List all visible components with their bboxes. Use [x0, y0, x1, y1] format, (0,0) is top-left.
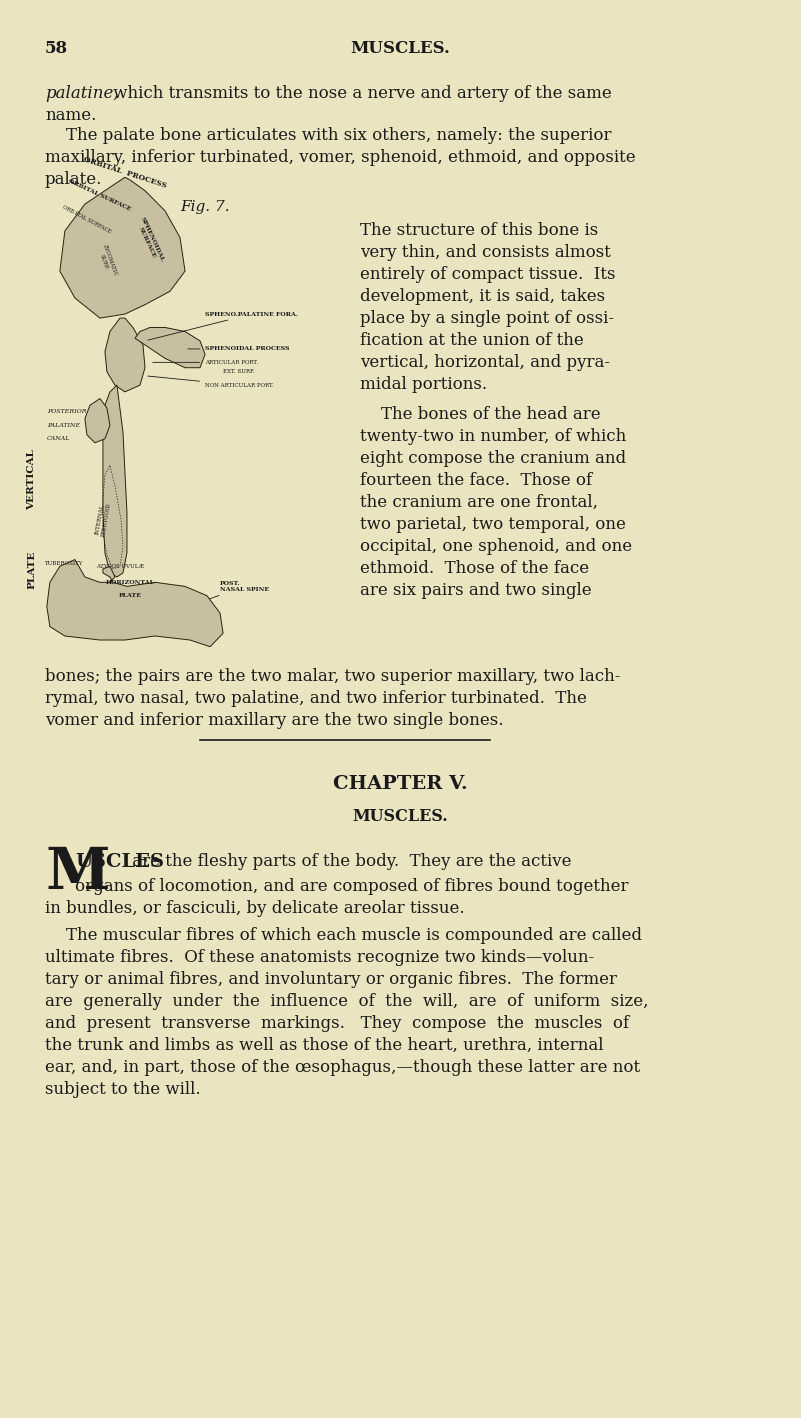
- Text: are  generally  under  the  influence  of  the  will,  are  of  uniform  size,: are generally under the influence of the…: [45, 993, 649, 1010]
- Text: are the fleshy parts of the body.  They are the active: are the fleshy parts of the body. They a…: [127, 854, 571, 871]
- Text: CANAL: CANAL: [46, 437, 70, 441]
- Text: ORB ITAL SURFACE: ORB ITAL SURFACE: [62, 204, 112, 234]
- Text: palate.: palate.: [45, 172, 103, 189]
- Text: INTERNAL
PTERYGOID: INTERNAL PTERYGOID: [95, 502, 111, 537]
- Text: ear, and, in part, those of the œsophagus,—though these latter are not: ear, and, in part, those of the œsophagu…: [45, 1059, 640, 1076]
- Text: USCLES: USCLES: [75, 854, 164, 871]
- Text: eight compose the cranium and: eight compose the cranium and: [360, 450, 626, 467]
- Text: POSTERIOR: POSTERIOR: [46, 410, 87, 414]
- Text: palatine,: palatine,: [45, 85, 119, 102]
- Text: name.: name.: [45, 106, 96, 123]
- Text: entirely of compact tissue.  Its: entirely of compact tissue. Its: [360, 267, 615, 284]
- Polygon shape: [105, 318, 145, 391]
- Text: fication at the union of the: fication at the union of the: [360, 332, 584, 349]
- Text: organs of locomotion, and are composed of fibres bound together: organs of locomotion, and are composed o…: [75, 878, 629, 895]
- Text: maxillary, inferior turbinated, vomer, sphenoid, ethmoid, and opposite: maxillary, inferior turbinated, vomer, s…: [45, 149, 636, 166]
- Text: PLATE: PLATE: [27, 550, 37, 590]
- Text: MUSCLES.: MUSCLES.: [350, 40, 450, 57]
- Polygon shape: [135, 328, 205, 367]
- Text: SPHENOIDAL PROCESS: SPHENOIDAL PROCESS: [187, 346, 289, 352]
- Text: PLATE: PLATE: [119, 593, 142, 598]
- Text: and  present  transverse  markings.   They  compose  the  muscles  of: and present transverse markings. They co…: [45, 1015, 629, 1032]
- Text: occipital, one sphenoid, and one: occipital, one sphenoid, and one: [360, 537, 632, 554]
- Text: The bones of the head are: The bones of the head are: [360, 406, 601, 423]
- Text: MUSCLES.: MUSCLES.: [352, 808, 448, 825]
- Text: the trunk and limbs as well as those of the heart, urethra, internal: the trunk and limbs as well as those of …: [45, 1037, 603, 1054]
- Text: CHAPTER V.: CHAPTER V.: [332, 776, 467, 793]
- Polygon shape: [60, 177, 185, 318]
- Text: ORBITAL SURFACE: ORBITAL SURFACE: [68, 179, 132, 211]
- Text: fourteen the face.  Those of: fourteen the face. Those of: [360, 472, 592, 489]
- Text: ORBITAL  PROCESS: ORBITAL PROCESS: [83, 156, 167, 190]
- Text: SPHENOIDAL
SURFACE: SPHENOIDAL SURFACE: [135, 217, 165, 265]
- Text: which transmits to the nose a nerve and artery of the same: which transmits to the nose a nerve and …: [108, 85, 612, 102]
- Text: Fig. 7.: Fig. 7.: [180, 200, 230, 214]
- Text: two parietal, two temporal, one: two parietal, two temporal, one: [360, 516, 626, 533]
- Text: 58: 58: [45, 40, 68, 57]
- Text: ARTICULAR PORT.: ARTICULAR PORT.: [153, 360, 258, 364]
- Text: The structure of this bone is: The structure of this bone is: [360, 223, 598, 240]
- Text: M: M: [45, 845, 110, 900]
- Text: The palate bone articulates with six others, namely: the superior: The palate bone articulates with six oth…: [45, 128, 611, 145]
- Text: the cranium are one frontal,: the cranium are one frontal,: [360, 493, 598, 510]
- Text: subject to the will.: subject to the will.: [45, 1081, 200, 1098]
- Text: very thin, and consists almost: very thin, and consists almost: [360, 244, 611, 261]
- Text: EXT. SURF.: EXT. SURF.: [223, 369, 255, 374]
- Text: place by a single point of ossi-: place by a single point of ossi-: [360, 311, 614, 328]
- Text: twenty-two in number, of which: twenty-two in number, of which: [360, 428, 626, 445]
- Text: are six pairs and two single: are six pairs and two single: [360, 581, 592, 598]
- Text: midal portions.: midal portions.: [360, 376, 487, 393]
- Text: PALATINE: PALATINE: [46, 423, 80, 428]
- Text: AZYCOS UVULÆ: AZYCOS UVULÆ: [96, 564, 144, 569]
- Text: vertical, horizontal, and pyra-: vertical, horizontal, and pyra-: [360, 354, 610, 372]
- Text: rymal, two nasal, two palatine, and two inferior turbinated.  The: rymal, two nasal, two palatine, and two …: [45, 691, 587, 708]
- Text: in bundles, or fasciculi, by delicate areolar tissue.: in bundles, or fasciculi, by delicate ar…: [45, 900, 465, 917]
- Text: vomer and inferior maxillary are the two single bones.: vomer and inferior maxillary are the two…: [45, 712, 504, 729]
- Text: ultimate fibres.  Of these anatomists recognize two kinds—volun-: ultimate fibres. Of these anatomists rec…: [45, 949, 594, 966]
- Text: development, it is said, takes: development, it is said, takes: [360, 288, 605, 305]
- Text: TUBEROSITY: TUBEROSITY: [44, 562, 82, 566]
- Text: POST.
NASAL SPINE: POST. NASAL SPINE: [210, 581, 269, 598]
- Text: bones; the pairs are the two malar, two superior maxillary, two lach-: bones; the pairs are the two malar, two …: [45, 668, 621, 685]
- Text: ethmoid.  Those of the face: ethmoid. Those of the face: [360, 560, 589, 577]
- Polygon shape: [103, 386, 127, 577]
- Text: VERTICAL: VERTICAL: [27, 450, 37, 510]
- Text: SPHENO.PALATINE FORA.: SPHENO.PALATINE FORA.: [147, 312, 298, 340]
- Text: tary or animal fibres, and involuntary or organic fibres.  The former: tary or animal fibres, and involuntary o…: [45, 971, 617, 988]
- Text: ZYCOMATIC
SURF.: ZYCOMATIC SURF.: [96, 244, 118, 279]
- Text: HORIZONTAL: HORIZONTAL: [106, 580, 155, 584]
- Text: The muscular fibres of which each muscle is compounded are called: The muscular fibres of which each muscle…: [45, 927, 642, 944]
- Polygon shape: [85, 398, 110, 442]
- Polygon shape: [46, 560, 223, 647]
- Text: NON ARTICULAR PORT.: NON ARTICULAR PORT.: [147, 376, 274, 387]
